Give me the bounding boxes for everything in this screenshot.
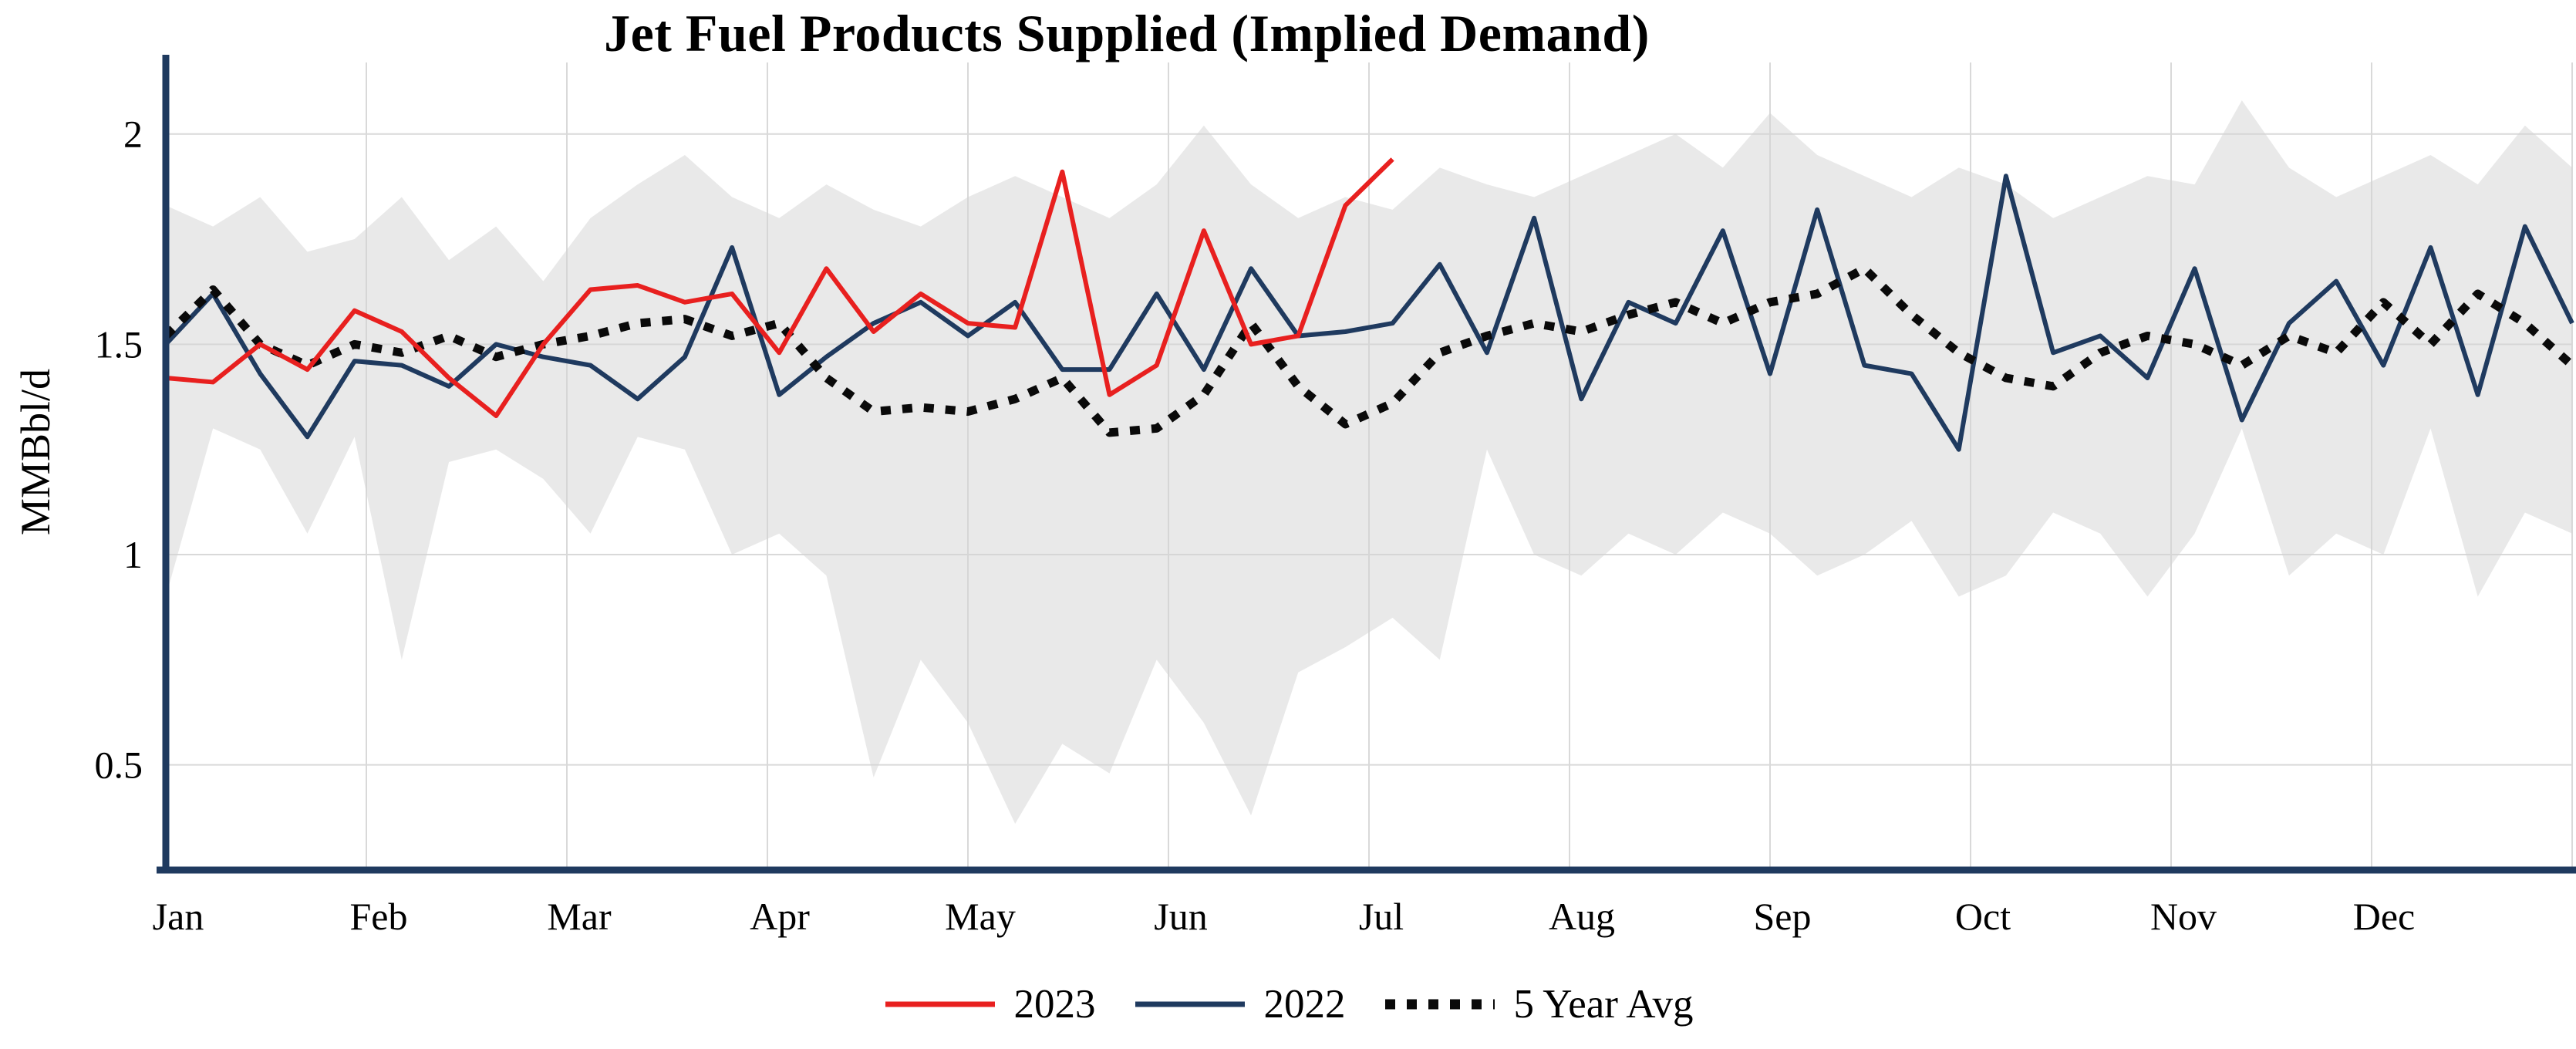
legend-label-2022: 2022 xyxy=(1263,982,1346,1027)
x-tick-label: Jan xyxy=(153,895,204,938)
x-tick-label: Mar xyxy=(547,895,612,938)
y-tick-label: 2 xyxy=(123,113,143,156)
legend-swatch-2023-icon xyxy=(885,1001,996,1007)
x-tick-label: Nov xyxy=(2150,895,2217,938)
y-tick-label: 1.5 xyxy=(95,322,143,366)
legend-item-5-year-avg: 5 Year Avg xyxy=(1382,981,1694,1027)
x-tick-label: Feb xyxy=(350,895,408,938)
series-line-2022 xyxy=(164,174,2574,452)
x-tick-label: Jun xyxy=(1154,895,1207,938)
five-year-range-band xyxy=(166,100,2572,825)
legend: 2023 2022 5 Year Avg xyxy=(0,973,2576,1035)
legend-swatch-2022-icon xyxy=(1135,1001,1246,1007)
x-tick-label: Apr xyxy=(750,895,810,938)
x-tick-label: Dec xyxy=(2353,895,2416,938)
x-tick-label: Aug xyxy=(1549,895,1615,938)
legend-label-5-year-avg: 5 Year Avg xyxy=(1513,982,1694,1027)
x-tick-label: Jul xyxy=(1359,895,1404,938)
y-tick-label: 1 xyxy=(123,533,143,576)
x-tick-label: Sep xyxy=(1754,895,1812,938)
legend-item-2023: 2023 xyxy=(882,981,1095,1027)
chart-title: Jet Fuel Products Supplied (Implied Dema… xyxy=(604,4,1650,62)
x-tick-label: May xyxy=(945,895,1016,938)
y-tick-label: 0.5 xyxy=(95,744,143,787)
legend-item-2022: 2022 xyxy=(1132,981,1345,1027)
legend-label-2023: 2023 xyxy=(1013,982,1096,1027)
x-tick-label: Oct xyxy=(1955,895,2011,938)
series-line-2023 xyxy=(165,157,1394,419)
plot-area: 2 1.5 1 0.5 Jan Feb Mar Apr May Jun Jul Aug Sep Oct No… xyxy=(95,55,2576,938)
legend-swatch-5-year-avg-icon xyxy=(1385,999,1495,1010)
